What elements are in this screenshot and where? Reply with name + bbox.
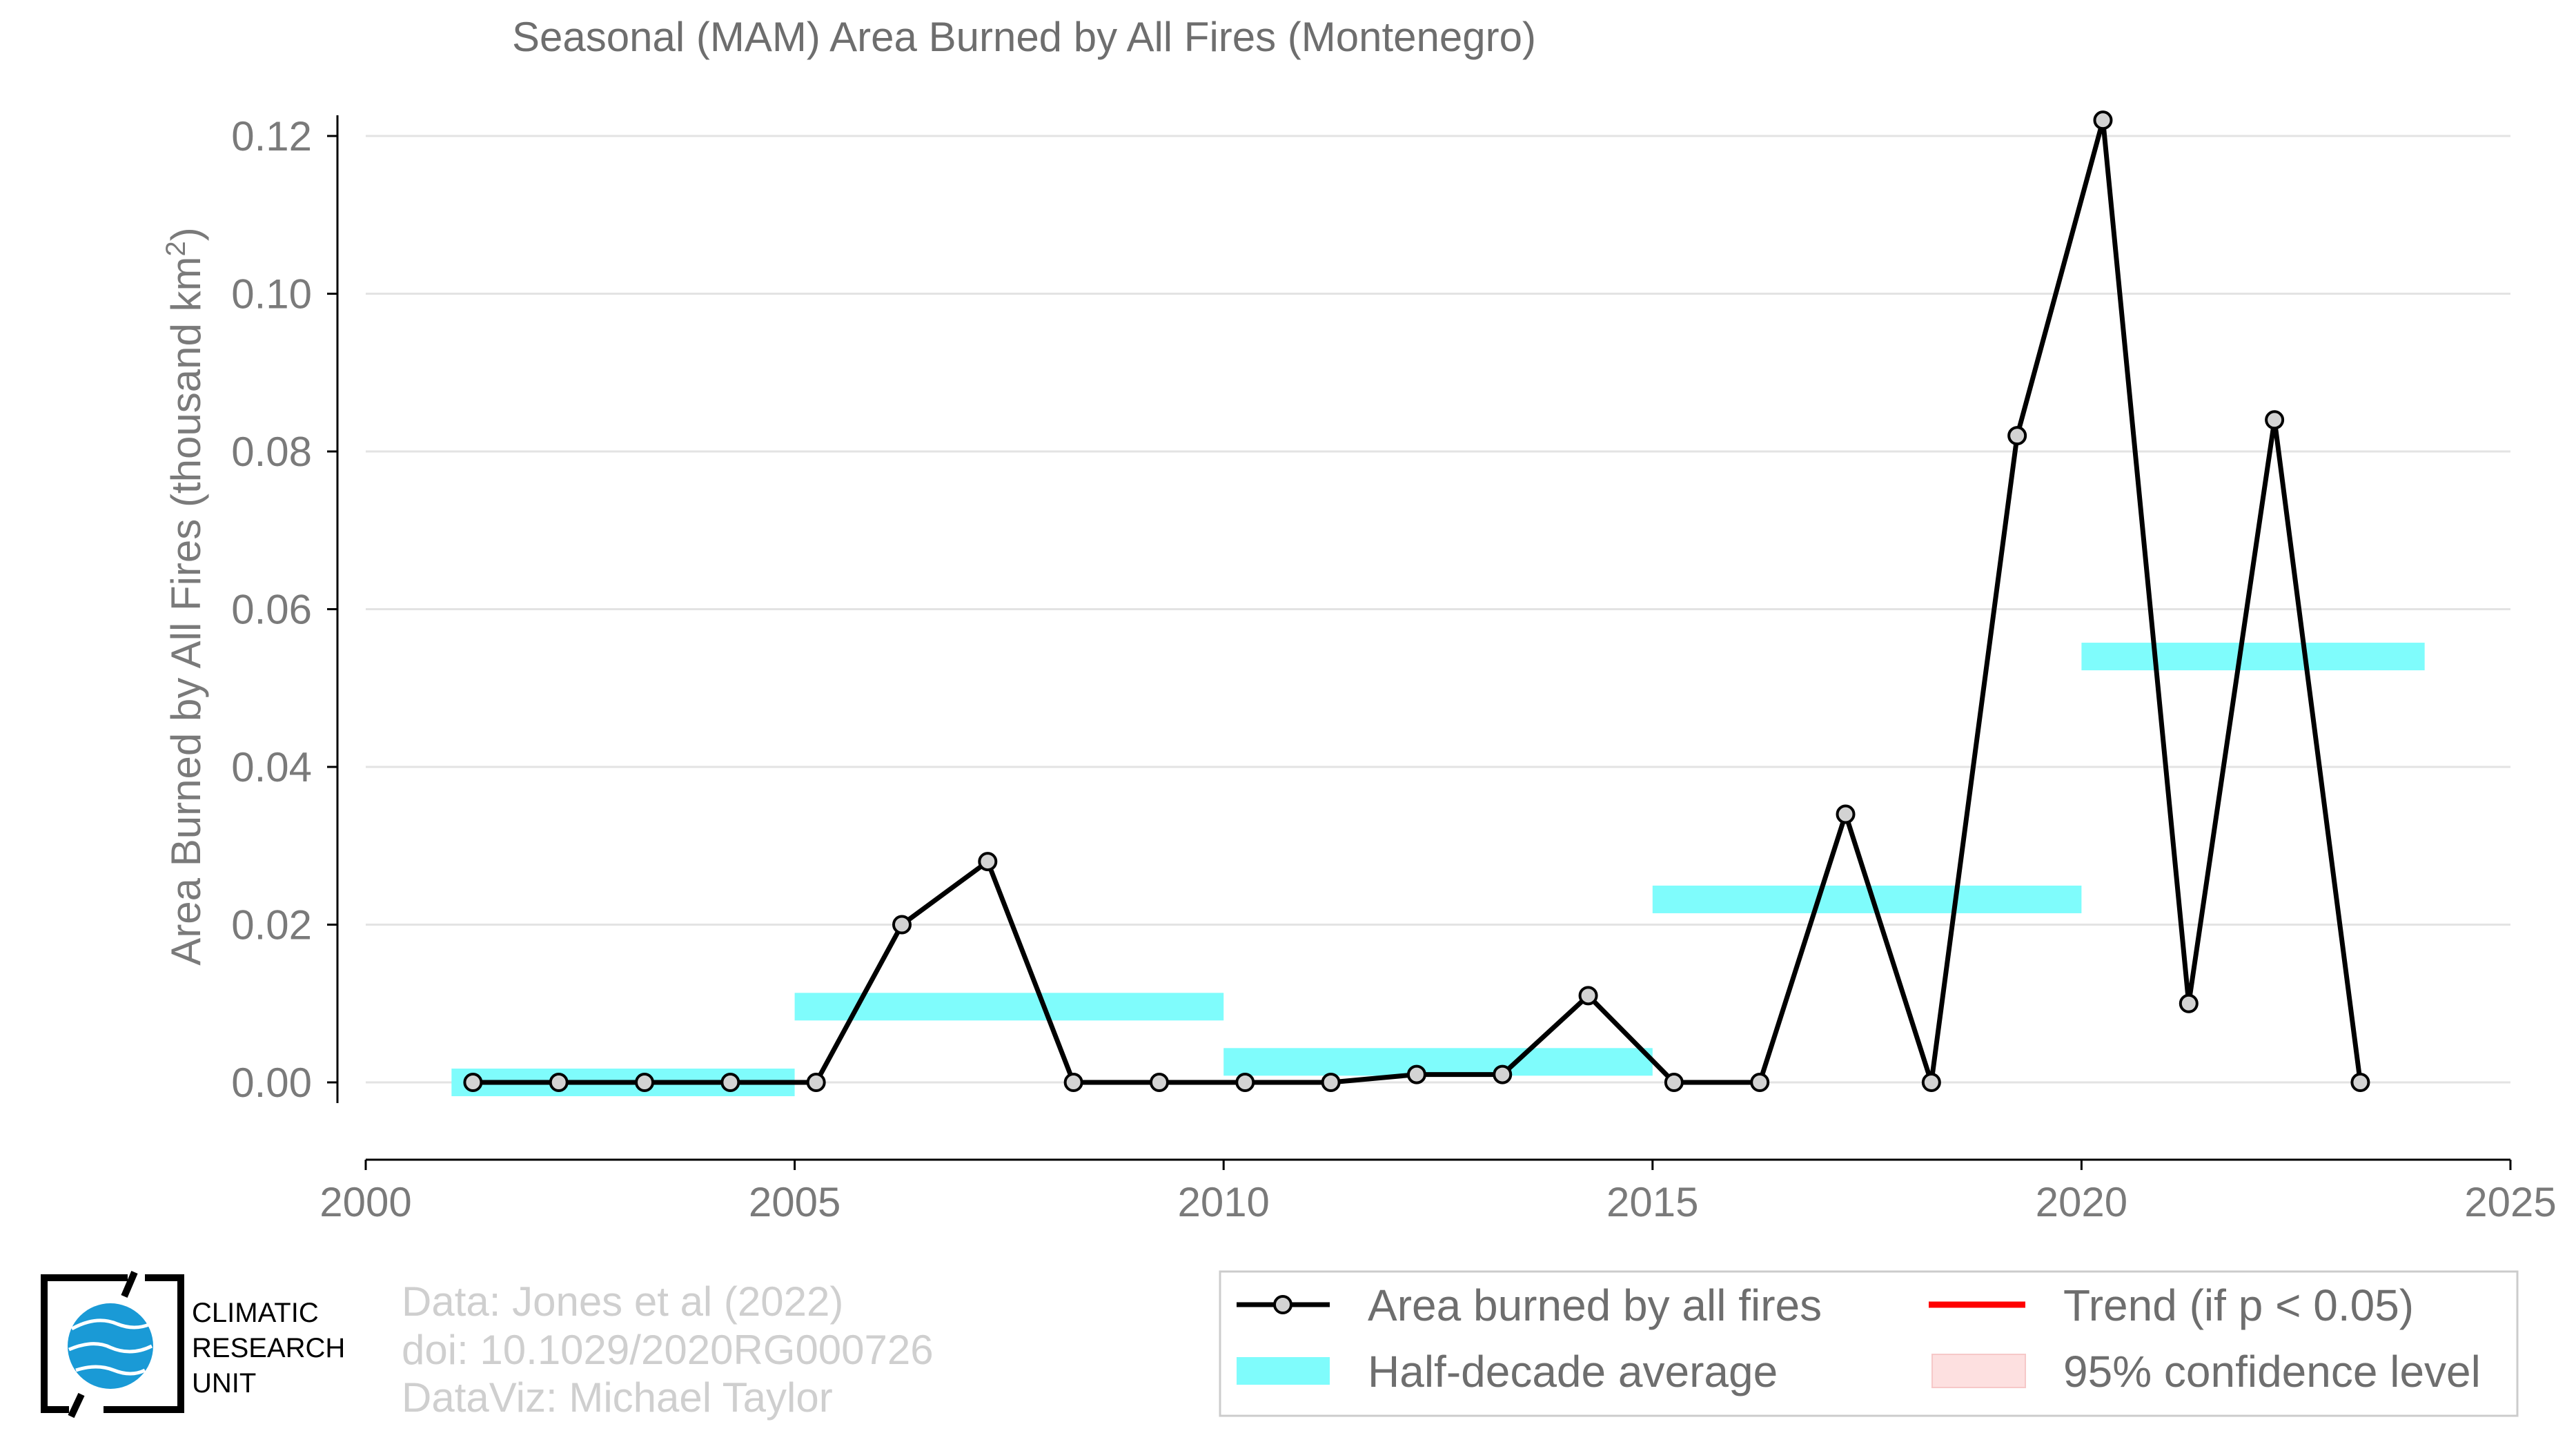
logo-line-2: RESEARCH — [192, 1333, 345, 1363]
y-tick-label-3: 0.06 — [231, 587, 312, 633]
logo-line-3: UNIT — [192, 1368, 256, 1399]
logo-bracket-left — [41, 1274, 128, 1413]
data-point-12 — [1493, 1064, 1513, 1084]
logo-line-1: CLIMATIC — [192, 1298, 319, 1328]
data-point-14 — [1664, 1073, 1684, 1092]
y-axis-label-text: Area Burned by All Fires (thousand km — [163, 257, 209, 966]
half-decade-bars — [451, 643, 2425, 1096]
data-point-4 — [806, 1073, 826, 1092]
x-tick-label-4: 2020 — [2036, 1179, 2127, 1225]
data-point-9 — [1235, 1073, 1255, 1092]
globe-wave-1 — [70, 1318, 151, 1331]
globe-wave-3 — [75, 1365, 146, 1376]
data-point-15 — [1750, 1073, 1770, 1092]
x-tick-label-5: 2025 — [2464, 1179, 2556, 1225]
data-point-22 — [2350, 1073, 2370, 1092]
data-point-19 — [2093, 110, 2113, 130]
data-point-10 — [1321, 1073, 1341, 1092]
y-tick-label-1: 0.02 — [231, 902, 312, 948]
data-point-18 — [2007, 426, 2027, 446]
legend-box — [1219, 1270, 2519, 1417]
y-axis-label-sup: 2 — [161, 241, 191, 256]
data-point-6 — [978, 852, 998, 872]
legend: Area burned by all fires Half-decade ave… — [1219, 1270, 2519, 1417]
legend-label-half-decade: Half-decade average — [1368, 1347, 1778, 1396]
series-line-area-burned — [473, 119, 2363, 1085]
data-point-20 — [2179, 993, 2199, 1013]
data-point-5 — [892, 915, 912, 935]
data-point-8 — [1149, 1073, 1169, 1092]
x-tick-label-2: 2010 — [1177, 1179, 1269, 1225]
data-point-0 — [463, 1073, 483, 1092]
logo-slash-top — [121, 1271, 138, 1298]
data-point-16 — [1836, 804, 1856, 824]
y-tick-label-6: 0.12 — [231, 113, 312, 159]
legend-swatch-confidence — [1931, 1354, 2026, 1388]
legend-marker-area-burned — [1273, 1295, 1292, 1314]
logo-slash-bottom — [68, 1392, 85, 1419]
data-point-21 — [2265, 410, 2285, 430]
chart-title: Seasonal (MAM) Area Burned by All Fires … — [512, 14, 1536, 60]
data-point-2 — [635, 1073, 655, 1092]
data-point-7 — [1063, 1073, 1083, 1092]
y-tick-label-0: 0.00 — [231, 1060, 312, 1106]
y-tick-label-5: 0.10 — [231, 271, 312, 318]
cru-logo: CLIMATIC RESEARCH UNIT — [41, 1271, 345, 1419]
half-decade-bar-2 — [1223, 1048, 1653, 1076]
legend-label-confidence: 95% confidence level — [2063, 1347, 2481, 1396]
y-axis-ticks: 0.00 0.02 0.04 0.06 0.08 0.10 0.12 — [231, 113, 337, 1106]
credit-doi: doi: 10.1029/2020RG000726 — [402, 1327, 934, 1373]
half-decade-bar-1 — [794, 993, 1224, 1021]
y-tick-label-4: 0.08 — [231, 429, 312, 475]
logo-bracket-right — [104, 1274, 184, 1413]
legend-label-area-burned: Area burned by all fires — [1368, 1280, 1822, 1330]
half-decade-bar-4 — [2081, 643, 2425, 671]
legend-label-trend: Trend (if p < 0.05) — [2063, 1280, 2414, 1330]
data-point-11 — [1406, 1064, 1426, 1084]
credit-dataviz: DataViz: Michael Taylor — [402, 1374, 833, 1421]
y-axis-label-suffix: ) — [163, 227, 209, 241]
x-tick-label-1: 2005 — [749, 1179, 840, 1225]
data-point-1 — [549, 1073, 569, 1092]
x-tick-label-3: 2015 — [1606, 1179, 1698, 1225]
data-point-13 — [1578, 986, 1598, 1006]
data-point-3 — [720, 1073, 740, 1092]
data-point-17 — [1921, 1073, 1941, 1092]
y-axis-label: Area Burned by All Fires (thousand km2) — [161, 227, 209, 965]
half-decade-bar-3 — [1652, 885, 2082, 913]
y-tick-label-2: 0.04 — [231, 744, 312, 790]
legend-swatch-half-decade — [1237, 1357, 1330, 1385]
x-tick-label-0: 2000 — [319, 1179, 411, 1225]
globe-wave-2 — [68, 1342, 153, 1354]
credit-data: Data: Jones et al (2022) — [402, 1278, 843, 1325]
x-axis-ticks: 2000 2005 2010 2015 2020 2025 — [319, 1160, 2557, 1225]
grid — [366, 135, 2510, 1084]
series-layer — [463, 110, 2370, 1092]
